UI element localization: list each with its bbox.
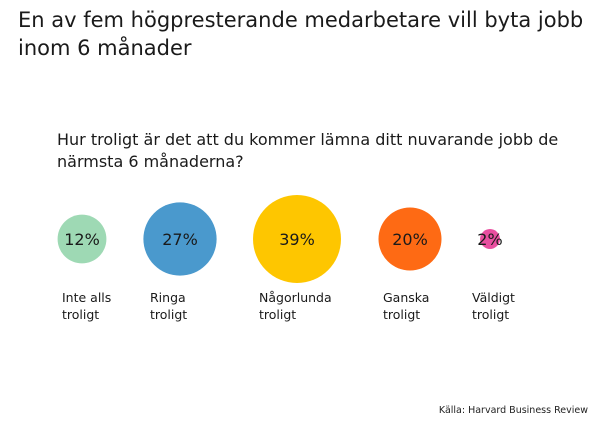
- source-note: Källa: Harvard Business Review: [438, 405, 588, 416]
- category-label-line: troligt: [150, 307, 188, 322]
- category-label-line: Ringa: [150, 290, 186, 305]
- chart-title: En av fem högpresterande medarbetare vil…: [18, 8, 584, 60]
- category-label-line: troligt: [62, 307, 100, 322]
- bubble: [378, 207, 442, 271]
- category-label-line: troligt: [472, 307, 510, 322]
- category-label-line: troligt: [383, 307, 421, 322]
- bubble: [57, 214, 107, 264]
- bubble: [143, 202, 217, 276]
- category-label: Inte alls troligt: [62, 289, 111, 323]
- category-label-line: Väldigt: [472, 290, 515, 305]
- value-label: 2%: [477, 230, 502, 249]
- value-label: 20%: [392, 230, 428, 249]
- category-label: Ganska troligt: [383, 289, 429, 323]
- bubble: [253, 195, 341, 283]
- category-label: Ringa troligt: [150, 289, 187, 323]
- category-label-line: Ganska: [383, 290, 430, 305]
- category-label: Någorlunda troligt: [259, 289, 332, 323]
- bubble: [480, 229, 500, 249]
- category-label-line: Inte alls: [62, 290, 112, 305]
- value-label: 39%: [279, 230, 315, 249]
- value-label: 12%: [64, 230, 100, 249]
- category-label-line: troligt: [259, 307, 297, 322]
- value-label: 27%: [162, 230, 198, 249]
- chart-subtitle: Hur troligt är det att du kommer lämna d…: [57, 130, 559, 171]
- category-label: Väldigt troligt: [472, 289, 515, 323]
- category-label-line: Någorlunda: [259, 290, 332, 305]
